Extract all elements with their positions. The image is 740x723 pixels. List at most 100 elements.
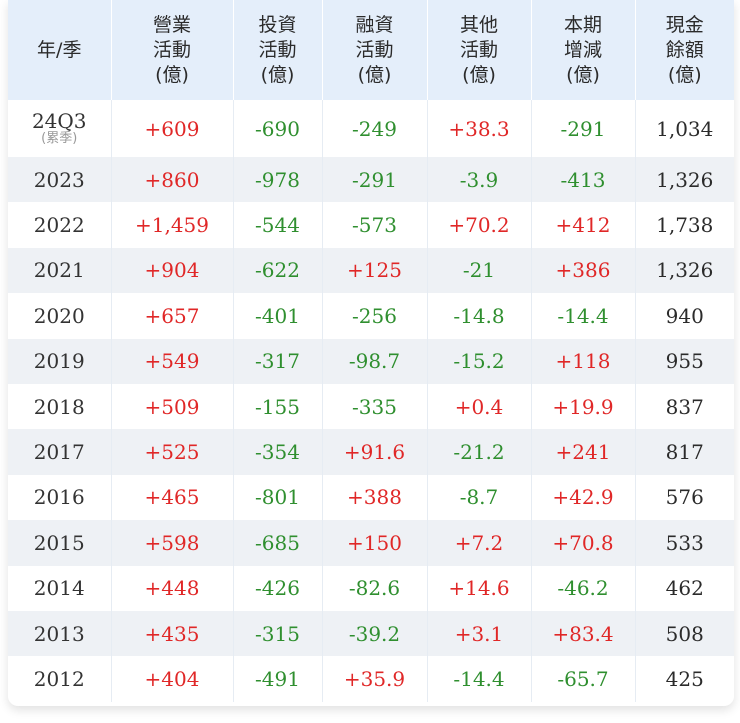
cell-year: 2016 (8, 474, 112, 521)
header-other[interactable]: 其他 活動 (億) (427, 0, 532, 100)
header-line: 現金 (665, 13, 704, 36)
cell-cash-balance: 1,326 (635, 247, 734, 294)
header-line: 活動 (152, 38, 191, 61)
cell-investing: -801 (233, 474, 323, 521)
table-row: 2023 +860 -978 -291 -3.9 -413 1,326 (8, 157, 734, 203)
year-label: 2023 (33, 167, 85, 192)
year-label: 2014 (33, 576, 85, 601)
year-label: 2022 (33, 213, 85, 238)
header-line: 活動 (355, 38, 394, 61)
year-label: 2020 (33, 303, 85, 328)
cell-investing: -622 (233, 247, 323, 294)
table-row: 24Q3 (累季) +609 -690 -249 +38.3 -291 1,034 (8, 100, 734, 157)
cell-cash-balance: 462 (635, 565, 734, 611)
cell-net-change: -46.2 (531, 565, 636, 611)
cell-operating: +549 (111, 338, 234, 384)
cell-cash-balance: 1,738 (635, 202, 734, 248)
header-line: (億) (155, 63, 189, 86)
cell-financing: +150 (322, 520, 428, 566)
cell-other: -8.7 (427, 474, 532, 521)
cell-other: -15.2 (427, 338, 532, 384)
year-label: 2021 (33, 258, 85, 283)
cell-financing: -249 (322, 100, 428, 157)
year-label: 2013 (33, 621, 85, 646)
cell-financing: +91.6 (322, 429, 428, 475)
table-row: 2021 +904 -622 +125 -21 +386 1,326 (8, 247, 734, 294)
header-financing[interactable]: 融資 活動 (億) (322, 0, 428, 100)
cell-financing: +388 (322, 474, 428, 521)
cell-operating: +904 (111, 247, 234, 294)
cell-cash-balance: 1,326 (635, 157, 734, 203)
header-line: 融資 (355, 13, 394, 36)
cell-investing: -401 (233, 293, 323, 339)
year-sub-label: (累季) (41, 131, 78, 146)
cell-other: +0.4 (427, 383, 532, 430)
table-row: 2019 +549 -317 -98.7 -15.2 +118 955 (8, 338, 734, 384)
cell-cash-balance: 955 (635, 338, 734, 384)
header-line: (億) (260, 63, 295, 86)
cell-investing: -685 (233, 520, 323, 566)
cell-financing: -335 (322, 383, 428, 430)
cell-other: -21.2 (427, 429, 532, 475)
cell-financing: -98.7 (322, 338, 428, 384)
cell-net-change: +70.8 (531, 520, 636, 566)
cell-other: -14.8 (427, 293, 532, 339)
cell-other: -21 (427, 247, 532, 294)
cell-cash-balance: 576 (635, 474, 734, 521)
header-line: 營業 (152, 13, 191, 36)
cell-year: 2019 (8, 338, 112, 384)
cell-financing: -256 (322, 293, 428, 339)
cell-investing: -690 (233, 100, 323, 157)
cell-other: +7.2 (427, 520, 532, 566)
table-row: 2013 +435 -315 -39.2 +3.1 +83.4 508 (8, 610, 734, 657)
header-net-change[interactable]: 本期 增減 (億) (531, 0, 636, 100)
cell-other: -14.4 (427, 656, 532, 702)
cell-investing: -317 (233, 338, 323, 384)
cell-operating: +1,459 (111, 202, 234, 248)
cell-net-change: +42.9 (531, 474, 636, 521)
cell-net-change: +118 (531, 338, 636, 384)
cell-year: 2013 (8, 610, 112, 657)
cell-financing: -573 (322, 202, 428, 248)
header-line: 本期 (563, 13, 602, 36)
year-label: 2015 (33, 530, 85, 555)
header-line: 增減 (563, 38, 602, 61)
header-line: 餘額 (665, 38, 704, 61)
cell-financing: +125 (322, 247, 428, 294)
cell-investing: -315 (233, 610, 323, 657)
header-line: 活動 (258, 38, 297, 61)
header-line: (億) (357, 63, 392, 86)
cell-cash-balance: 425 (635, 656, 734, 702)
cell-net-change: -291 (531, 100, 636, 157)
header-operating[interactable]: 營業 活動 (億) (111, 0, 234, 100)
cell-year: 2012 (8, 656, 112, 702)
cell-year: 2018 (8, 383, 112, 430)
header-line: (億) (667, 63, 702, 86)
cell-net-change: +386 (531, 247, 636, 294)
cell-year: 2014 (8, 565, 112, 611)
cell-financing: +35.9 (322, 656, 428, 702)
cell-year: 2017 (8, 429, 112, 475)
cell-operating: +860 (111, 157, 234, 203)
cell-year: 2023 (8, 157, 112, 203)
table-row: 2018 +509 -155 -335 +0.4 +19.9 837 (8, 383, 734, 430)
header-cash-balance[interactable]: 現金 餘額 (億) (635, 0, 734, 100)
cell-net-change: +19.9 (531, 383, 636, 430)
cell-other: -3.9 (427, 157, 532, 203)
cash-flow-table-card: 年/季 營業 活動 (億) 投資 活動 (億) 融資 活動 (億) 其他 活動 (億) 本期 增減 (億) 現金… (8, 0, 734, 706)
cell-investing: -544 (233, 202, 323, 248)
cell-year: 24Q3 (累季) (8, 100, 112, 157)
header-line: 活動 (459, 38, 498, 61)
cell-cash-balance: 1,034 (635, 100, 734, 157)
header-investing[interactable]: 投資 活動 (億) (233, 0, 323, 100)
header-year-season[interactable]: 年/季 (8, 0, 112, 100)
header-line: 投資 (258, 13, 297, 36)
table-header-row: 年/季 營業 活動 (億) 投資 活動 (億) 融資 活動 (億) 其他 活動 (億) 本期 增減 (億) 現金… (8, 0, 734, 100)
cell-cash-balance: 533 (635, 520, 734, 566)
table-row: 2016 +465 -801 +388 -8.7 +42.9 576 (8, 474, 734, 521)
cell-operating: +657 (111, 293, 234, 339)
table-body: 24Q3 (累季) +609 -690 -249 +38.3 -291 1,034 2023 +8… (8, 100, 734, 702)
cell-cash-balance: 940 (635, 293, 734, 339)
header-line: 其他 (459, 13, 498, 36)
cell-other: +70.2 (427, 202, 532, 248)
